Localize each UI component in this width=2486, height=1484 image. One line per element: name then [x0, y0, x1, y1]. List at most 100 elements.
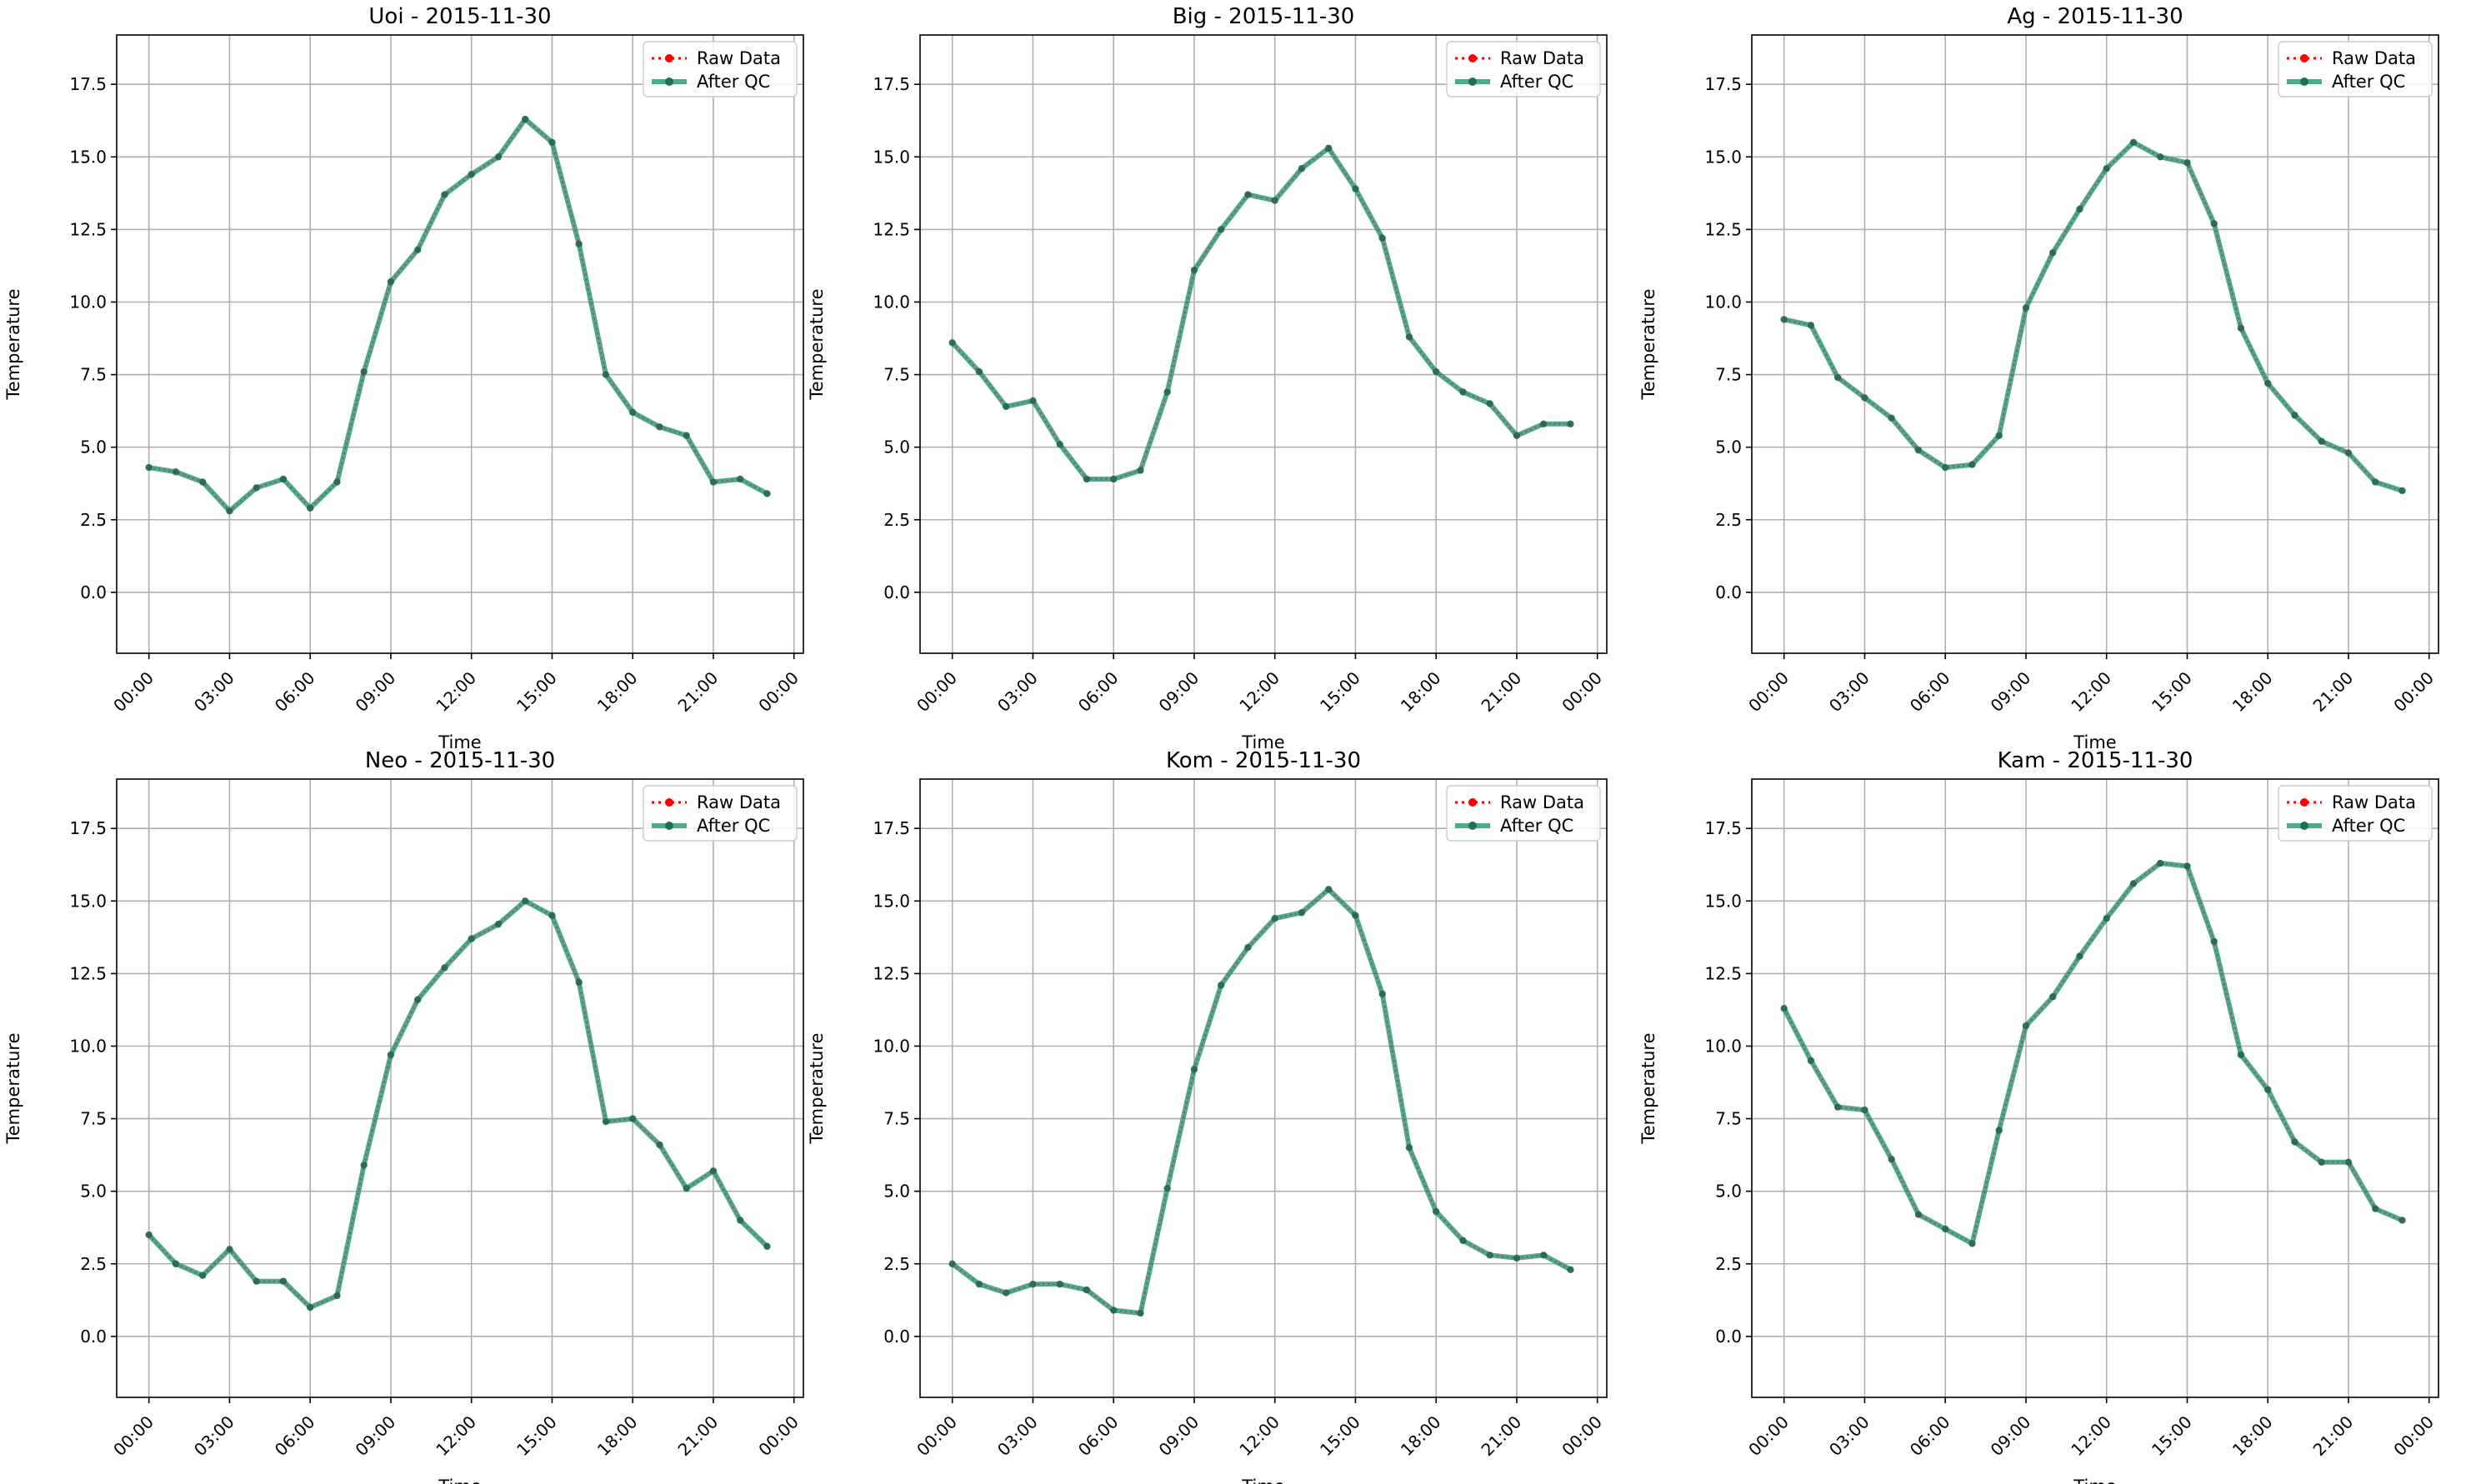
after-qc-point — [2157, 153, 2164, 161]
x-tick-label: 21:00 — [2309, 1412, 2358, 1460]
x-tick-label: 18:00 — [2228, 667, 2277, 716]
after-qc-point — [2372, 1205, 2379, 1212]
after-qc-point — [333, 478, 341, 486]
after-qc-point — [737, 475, 744, 483]
after-qc-point — [494, 920, 503, 928]
x-tick-label: 00:00 — [913, 667, 961, 716]
after-qc-point — [441, 964, 448, 972]
legend-qc-label: After QC — [1500, 72, 1573, 92]
after-qc-point — [1513, 432, 1521, 439]
after-qc-point — [2022, 304, 2030, 312]
x-tick-label: 09:00 — [1155, 1412, 1203, 1460]
after-qc-point — [1029, 397, 1037, 405]
y-tick-label: 0.0 — [80, 582, 107, 602]
x-tick-label: 12:00 — [1235, 1412, 1283, 1460]
subplot-title: Ag - 2015-11-30 — [2007, 4, 2183, 29]
after-qc-point — [468, 171, 475, 178]
x-tick-label: 21:00 — [2309, 667, 2358, 716]
x-axis-label: Time — [1241, 1477, 1284, 1484]
after-qc-point — [709, 1167, 718, 1175]
after-qc-point — [2398, 487, 2406, 495]
after-qc-point — [1003, 1289, 1010, 1297]
after-qc-point — [145, 1231, 153, 1239]
after-qc-point — [387, 277, 395, 286]
after-qc-point — [2076, 205, 2083, 213]
series-raw-data-line — [148, 899, 768, 1309]
after-qc-point — [253, 1277, 260, 1285]
after-qc-point — [1888, 1156, 1895, 1163]
y-tick-label: 5.0 — [80, 437, 107, 457]
subplot-title: Uoi - 2015-11-30 — [368, 4, 551, 29]
x-axis-label: Time — [438, 1477, 481, 1484]
y-tick-label: 17.5 — [1704, 818, 1742, 838]
y-tick-label: 2.5 — [1715, 1254, 1742, 1274]
after-qc-point — [1942, 1225, 1949, 1233]
after-qc-point — [1298, 909, 1306, 917]
y-tick-label: 15.0 — [1704, 147, 1742, 167]
after-qc-point — [1540, 420, 1548, 427]
series-raw-data-line — [1783, 141, 2403, 492]
x-axis-label: Time — [438, 732, 481, 752]
x-tick-label: 00:00 — [109, 667, 158, 716]
legend-qc-marker — [665, 822, 673, 830]
x-tick-label: 00:00 — [1744, 1412, 1793, 1460]
y-tick-label: 17.5 — [1704, 74, 1742, 94]
after-qc-point — [709, 478, 718, 486]
series-raw-data-line — [951, 147, 1571, 481]
after-qc-point — [1190, 266, 1198, 274]
series-after-qc-line — [1782, 861, 2403, 1247]
after-qc-point — [1352, 185, 1359, 192]
x-tick-label: 15:00 — [1316, 667, 1364, 716]
y-axis-label: Temperature — [1638, 1032, 1658, 1144]
y-tick-label: 7.5 — [883, 1109, 910, 1129]
legend: Raw Data After QC — [2278, 41, 2433, 97]
series-after-qc-line — [147, 898, 769, 1310]
y-tick-label: 10.0 — [69, 1036, 107, 1056]
after-qc-point — [1056, 1280, 1063, 1288]
x-tick-label: 00:00 — [2389, 1412, 2438, 1460]
legend-qc-label: After QC — [697, 816, 770, 836]
axes-frame — [116, 778, 804, 1398]
after-qc-point — [1190, 1066, 1198, 1073]
after-qc-point — [1163, 1184, 1171, 1192]
after-qc-point — [2183, 159, 2191, 167]
x-tick-label: 00:00 — [754, 667, 803, 716]
x-tick-label: 18:00 — [593, 667, 642, 716]
x-tick-label: 00:00 — [1744, 667, 1793, 716]
after-qc-point — [2318, 1158, 2325, 1167]
after-qc-point — [1271, 197, 1278, 204]
after-qc-point — [2318, 437, 2325, 445]
after-qc-point — [145, 463, 153, 472]
legend-qc-label: After QC — [2332, 72, 2405, 92]
x-tick-label: 00:00 — [109, 1412, 158, 1460]
x-tick-label: 18:00 — [593, 1412, 642, 1460]
y-tick-label: 7.5 — [1715, 365, 1742, 385]
after-qc-point — [279, 475, 288, 483]
series-after-qc-line — [950, 887, 1572, 1316]
x-tick-label: 18:00 — [1397, 1412, 1445, 1460]
after-qc-point — [2237, 1051, 2245, 1059]
axes-frame — [919, 34, 1608, 654]
legend: Raw Data After QC — [643, 41, 798, 97]
x-tick-label: 18:00 — [2228, 1412, 2277, 1460]
series-raw-data-line — [148, 117, 768, 512]
after-qc-point — [2049, 249, 2057, 257]
x-tick-label: 09:00 — [1987, 667, 2035, 716]
y-tick-label: 0.0 — [1715, 582, 1742, 602]
x-tick-label: 03:00 — [190, 1412, 238, 1460]
legend-qc-marker — [2300, 77, 2308, 86]
x-tick-label: 00:00 — [2389, 667, 2438, 716]
x-tick-label: 09:00 — [1155, 667, 1203, 716]
after-qc-point — [1968, 1240, 1976, 1247]
x-tick-label: 06:00 — [1074, 667, 1123, 716]
after-qc-point — [948, 1260, 956, 1267]
x-tick-label: 12:00 — [432, 667, 480, 716]
after-qc-point — [1861, 1106, 1868, 1114]
y-tick-label: 2.5 — [883, 1254, 910, 1274]
y-tick-label: 5.0 — [883, 1182, 910, 1202]
after-qc-point — [1083, 1286, 1091, 1294]
y-tick-label: 5.0 — [883, 437, 910, 457]
x-tick-label: 03:00 — [993, 667, 1042, 716]
subplot-1: Big - 2015-11-30 00:00 03:00 06:00 09:00 12:0… — [807, 4, 1608, 752]
y-tick-label: 15.0 — [69, 147, 107, 167]
